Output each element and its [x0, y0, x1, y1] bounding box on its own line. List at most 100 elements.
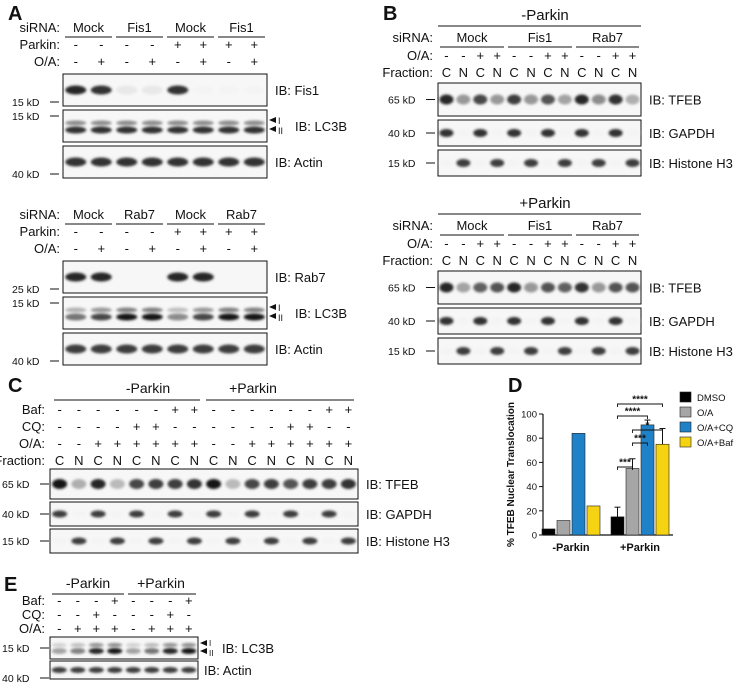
oa-row-plus-5: -: [529, 236, 533, 251]
band-minus-1-9: [591, 129, 606, 137]
fraction-row-plus-10: C: [611, 253, 620, 268]
header-E-2-4: -: [131, 621, 135, 636]
header-E-1-5: -: [150, 607, 154, 622]
sig-bracket-4: [617, 466, 633, 470]
arrow-band-II: [269, 126, 276, 132]
oa-row-3: +: [148, 241, 156, 256]
header-row-0-6: +: [171, 402, 179, 417]
band-2-7: [243, 157, 265, 167]
header-row-2-11: +: [268, 436, 276, 451]
oa-row-minus-6: +: [544, 48, 552, 63]
band-upper-1-7: [243, 307, 265, 313]
arrow-band-I: [269, 117, 276, 123]
fraction-row-minus-2: C: [476, 65, 485, 80]
band-2-1: [90, 344, 112, 354]
oa-row-minus-2: +: [476, 48, 484, 63]
parkin-row-label: Parkin:: [20, 37, 60, 52]
oa-row-minus-5: -: [529, 48, 533, 63]
band-plus-2-11: [625, 347, 640, 355]
fraction-row-minus-10: C: [611, 65, 620, 80]
sirna-label: siRNA:: [20, 207, 60, 222]
band-plus-2-10: [608, 347, 623, 355]
header-E-0-2: -: [94, 593, 98, 608]
legend-swatch-2: [679, 421, 692, 433]
band-minus-2-10: [608, 159, 623, 167]
header-E-0-4: -: [131, 593, 135, 608]
fraction-row-minus-8: C: [577, 65, 586, 80]
parkin-row-1: -: [99, 224, 103, 239]
band-C-0-4: [129, 479, 145, 489]
band-C-2-0: [52, 537, 68, 545]
oa-row-0: -: [74, 241, 78, 256]
band-minus-0-6: [540, 94, 555, 105]
band-plus-1-2: [473, 317, 488, 325]
blot-minus-1: [437, 119, 642, 147]
header-row-2-14: +: [325, 436, 333, 451]
sirna-group-minus-1: Fis1: [528, 30, 553, 45]
band-minus-0-11: [625, 94, 640, 105]
band-minus-1-5: [524, 129, 539, 137]
marker-E-0: 15 kD: [2, 643, 30, 655]
title-minus: -Parkin: [521, 7, 569, 24]
band-plus-1-10: [608, 317, 623, 325]
band-E-1-4: [125, 667, 141, 673]
sig-bracket-3: [632, 442, 648, 446]
ib-label-2: IB: Actin: [275, 155, 323, 170]
fraction-row-minus-6: C: [543, 65, 552, 80]
header-row-2-13: +: [306, 436, 314, 451]
fraction-row-plus-3: N: [493, 253, 502, 268]
oa-row-7: +: [250, 241, 258, 256]
header-row-0-9: -: [231, 402, 235, 417]
fraction-row-minus-3: N: [493, 65, 502, 80]
y-tick-label-3: 60: [526, 458, 537, 469]
band-plus-0-0: [439, 282, 454, 293]
band-upper-1-1: [90, 307, 112, 313]
marker-C-1: 40 kD: [2, 509, 30, 521]
band-lower-1-0: [65, 126, 87, 134]
header-row-1-13: +: [306, 419, 314, 434]
fraction-row-minus-9: N: [594, 65, 603, 80]
ib-label-E-1: IB: Actin: [204, 663, 252, 678]
oa-row-minus-label: O/A:: [407, 48, 433, 63]
band-plus-2-7: [557, 347, 572, 355]
panel-letter-E: E: [4, 574, 17, 596]
band-plus-2-6: [540, 347, 555, 355]
sirna-group-0: Mock: [73, 207, 105, 222]
band-E-upper-4: [125, 643, 141, 647]
band-C-0-11: [263, 479, 279, 489]
band-minus-2-8: [574, 159, 589, 167]
header-row-2-12: +: [287, 436, 295, 451]
parkin-row-6: +: [225, 37, 233, 52]
band-C-1-2: [90, 510, 106, 518]
band-2-2: [116, 157, 138, 167]
band-II-label: II: [278, 126, 283, 136]
marker-0: 15 kD: [12, 97, 40, 109]
oa-row-plus-0: -: [444, 236, 448, 251]
y-tick-label-4: 80: [526, 434, 537, 445]
band-minus-1-3: [490, 129, 505, 137]
band-plus-0-4: [507, 282, 522, 293]
parkin-row-7: +: [250, 224, 258, 239]
header-E-2-0: -: [57, 621, 61, 636]
ib-label-minus-2: IB: Histone H3: [649, 156, 733, 171]
fraction-row-plus-0: C: [442, 253, 451, 268]
band-minus-1-2: [473, 129, 488, 137]
band-0-7: [243, 85, 265, 95]
parkin-row-4: +: [174, 224, 182, 239]
band-plus-1-3: [490, 317, 505, 325]
band-C-2-13: [302, 537, 318, 545]
parkin-row-5: +: [199, 224, 207, 239]
band-C-0-9: [225, 479, 241, 489]
header-E-2-label: O/A:: [19, 621, 45, 636]
parkin-row-label: Parkin:: [20, 224, 60, 239]
marker-plus-1: 40 kD: [388, 316, 416, 328]
parkin-row-3: -: [150, 224, 154, 239]
sig-bracket-0: [617, 403, 663, 407]
header-row-2-3: +: [114, 436, 122, 451]
band-E-upper-6: [162, 643, 178, 647]
oa-row-plus-9: -: [597, 236, 601, 251]
header-row-1-5: +: [152, 419, 160, 434]
title-plus: +Parkin: [519, 195, 570, 212]
oa-row-5: +: [199, 54, 207, 69]
